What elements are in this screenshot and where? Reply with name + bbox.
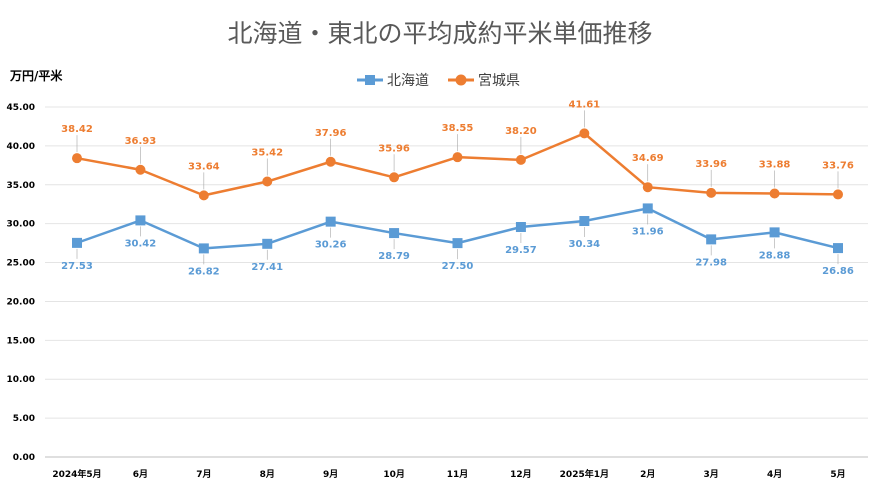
x-tick-label: 11月 (447, 469, 469, 480)
x-axis-ticks: 2024年5月 6月 7月 8月 9月 10月 11月 12月 2025年1月 2月 3月 4月 5月 (52, 468, 845, 480)
data-point (72, 153, 82, 164)
data-label: 26.82 (188, 266, 220, 277)
x-tick-label: 2月 (640, 469, 655, 480)
x-tick-label: 9月 (323, 469, 338, 480)
data-point (642, 203, 653, 214)
y-tick-label: 35.00 (7, 181, 35, 191)
data-point (135, 164, 146, 175)
x-tick-label: 4月 (767, 469, 782, 480)
data-label: 35.96 (378, 143, 410, 154)
data-label: 37.96 (315, 128, 347, 139)
series-group: 27.53 30.42 26.82 27.41 30.26 28.79 27.50 29.57… (61, 99, 854, 277)
data-label: 36.93 (125, 136, 157, 147)
x-tick-label: 2025年1月 (560, 468, 609, 480)
y-tick-label: 20.00 (7, 297, 35, 307)
data-point (515, 222, 526, 233)
data-label: 33.76 (822, 160, 854, 171)
data-label: 31.96 (632, 226, 664, 237)
data-label: 35.42 (251, 148, 283, 159)
data-label: 41.61 (569, 99, 601, 110)
data-point (706, 187, 717, 198)
data-point (769, 188, 780, 199)
data-label: 28.88 (759, 250, 791, 261)
y-axis-ticks: 0.00 5.00 10.00 15.00 20.00 25.00 30.00 35.00 40… (7, 103, 35, 463)
y-axis-unit: 万円/平米 (9, 68, 63, 83)
data-point (135, 215, 146, 226)
data-point (769, 227, 780, 238)
y-tick-label: 5.00 (13, 414, 35, 424)
data-point (579, 216, 590, 227)
series-2: 38.42 36.93 33.64 35.42 37.96 35.96 38.55 38.20… (61, 99, 854, 201)
data-label: 33.96 (695, 159, 727, 170)
data-label: 33.88 (759, 159, 791, 170)
x-tick-label: 7月 (196, 469, 211, 480)
data-point (833, 243, 843, 254)
data-label: 30.34 (569, 239, 601, 250)
data-point (198, 190, 209, 201)
data-point (642, 182, 653, 193)
data-label: 26.86 (822, 266, 854, 277)
legend-entry-label: 宮城県 (478, 73, 520, 89)
x-tick-label: 5月 (830, 469, 845, 480)
data-label: 27.53 (61, 261, 93, 272)
x-tick-label: 6月 (133, 469, 148, 480)
data-label: 30.42 (125, 238, 157, 249)
legend-entry-label: 北海道 (387, 73, 429, 89)
y-tick-label: 40.00 (7, 142, 35, 152)
gridlines (45, 106, 868, 458)
data-label: 33.64 (188, 161, 220, 172)
data-label: 38.42 (61, 124, 93, 135)
data-label: 27.98 (695, 257, 727, 268)
y-tick-label: 45.00 (7, 103, 35, 113)
legend: 北海道 宮城県 (357, 73, 520, 89)
data-point (262, 238, 273, 249)
data-point (198, 243, 209, 254)
x-tick-label: 10月 (383, 469, 405, 480)
x-tick-label: 2024年5月 (52, 468, 101, 480)
x-tick-label: 12月 (510, 469, 532, 480)
legend-marker (365, 75, 375, 85)
data-point (72, 237, 82, 248)
data-point (515, 154, 526, 165)
y-tick-label: 25.00 (7, 259, 35, 269)
data-point (389, 172, 400, 183)
data-label: 30.26 (315, 240, 347, 251)
data-point (706, 234, 717, 245)
data-point (389, 228, 400, 239)
y-tick-label: 0.00 (13, 453, 35, 463)
y-tick-label: 30.00 (7, 220, 35, 230)
data-point (325, 156, 336, 167)
data-label: 34.69 (632, 153, 664, 164)
data-label: 28.79 (378, 251, 410, 262)
x-tick-label: 8月 (260, 469, 275, 480)
chart-title: 北海道・東北の平均成約平米単価推移 (227, 19, 652, 48)
data-label: 29.57 (505, 245, 537, 256)
x-tick-label: 3月 (704, 469, 719, 480)
data-point (452, 152, 463, 163)
data-point (325, 216, 336, 227)
data-label: 38.20 (505, 126, 537, 137)
legend-marker (455, 74, 467, 86)
data-label: 27.41 (251, 262, 283, 273)
data-point (262, 176, 273, 187)
series-1: 27.53 30.42 26.82 27.41 30.26 28.79 27.50 29.57… (61, 203, 854, 277)
data-point (579, 128, 590, 139)
data-point (833, 189, 843, 200)
data-label: 38.55 (442, 123, 474, 134)
y-tick-label: 10.00 (7, 375, 35, 385)
y-tick-label: 15.00 (7, 336, 35, 346)
data-point (452, 238, 463, 249)
data-label: 27.50 (442, 261, 474, 272)
